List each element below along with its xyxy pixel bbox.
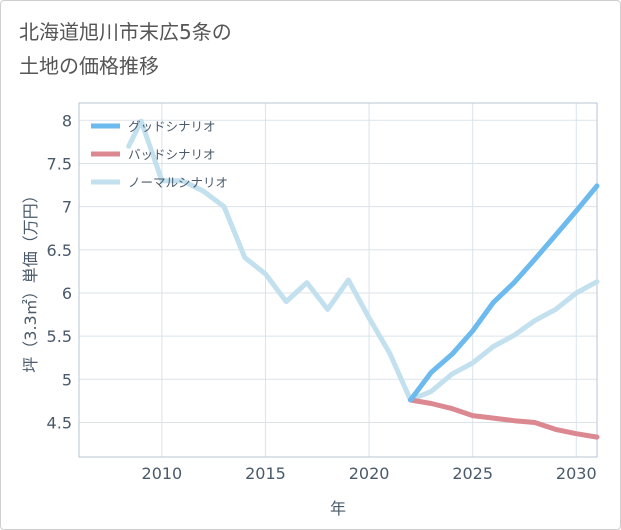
y-tick-label: 6.5 <box>47 241 72 260</box>
chart-title-line2: 土地の価格推移 <box>19 54 159 78</box>
y-tick-label: 8 <box>62 111 72 130</box>
y-axis-label: 坪（3.3㎡）単価（万円） <box>21 187 40 372</box>
x-tick-label: 2020 <box>349 464 390 483</box>
chart-title: 北海道旭川市末広5条の 土地の価格推移 <box>19 15 232 83</box>
x-tick-label: 2010 <box>142 464 183 483</box>
series-line-1 <box>408 397 600 440</box>
legend-label: ノーマルシナリオ <box>128 175 228 190</box>
legend-label: バッドシナリオ <box>128 147 216 162</box>
chart-title-line1: 北海道旭川市末広5条の <box>19 20 232 44</box>
y-tick-label: 7.5 <box>47 154 72 173</box>
x-tick-label: 2025 <box>452 464 493 483</box>
x-axis-ticks: 2010 2015 2020 2025 2030 <box>142 464 597 483</box>
x-tick-label: 2030 <box>556 464 597 483</box>
x-tick-label: 2015 <box>245 464 286 483</box>
y-tick-label: 6 <box>62 284 72 303</box>
y-tick-label: 4.5 <box>47 413 72 432</box>
legend-label: グッドシナリオ <box>128 119 216 134</box>
y-tick-label: 5 <box>62 370 72 389</box>
y-axis-ticks: 4.5 5 5.5 6 6.5 7 7.5 8 <box>47 111 72 432</box>
series-line-2 <box>126 118 600 403</box>
y-tick-label: 7 <box>62 198 72 217</box>
series-line-0 <box>408 183 600 403</box>
x-axis-label: 年 <box>330 499 346 518</box>
y-tick-label: 5.5 <box>47 327 72 346</box>
series-layer <box>126 118 600 440</box>
